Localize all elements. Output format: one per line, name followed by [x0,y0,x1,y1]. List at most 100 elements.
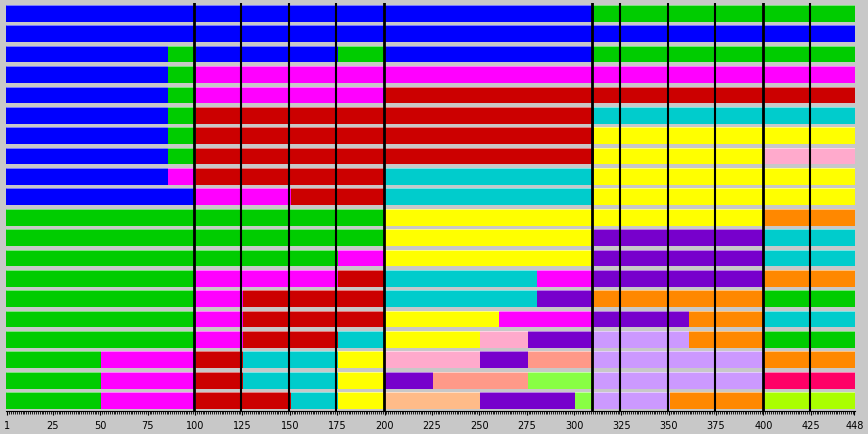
FancyBboxPatch shape [6,26,594,43]
FancyBboxPatch shape [765,352,855,368]
FancyBboxPatch shape [594,148,765,165]
FancyBboxPatch shape [594,6,765,23]
FancyBboxPatch shape [6,67,168,84]
FancyBboxPatch shape [6,189,196,206]
FancyBboxPatch shape [594,291,688,307]
FancyBboxPatch shape [385,169,594,185]
FancyBboxPatch shape [6,372,102,389]
FancyBboxPatch shape [339,352,385,368]
FancyBboxPatch shape [433,372,528,389]
FancyBboxPatch shape [688,331,765,348]
FancyBboxPatch shape [6,352,102,368]
FancyBboxPatch shape [168,169,196,185]
FancyBboxPatch shape [688,291,765,307]
FancyBboxPatch shape [765,250,855,266]
FancyBboxPatch shape [385,128,594,145]
FancyBboxPatch shape [385,108,594,124]
FancyBboxPatch shape [196,108,385,124]
FancyBboxPatch shape [765,311,855,328]
FancyBboxPatch shape [385,87,594,104]
FancyBboxPatch shape [339,250,385,266]
FancyBboxPatch shape [575,392,594,409]
FancyBboxPatch shape [196,87,385,104]
FancyBboxPatch shape [765,270,855,287]
FancyBboxPatch shape [385,230,594,247]
FancyBboxPatch shape [196,331,243,348]
FancyBboxPatch shape [594,392,670,409]
FancyBboxPatch shape [385,47,594,63]
FancyBboxPatch shape [339,270,385,287]
FancyBboxPatch shape [243,291,385,307]
FancyBboxPatch shape [765,209,855,226]
FancyBboxPatch shape [6,209,196,226]
FancyBboxPatch shape [196,250,339,266]
FancyBboxPatch shape [385,189,594,206]
FancyBboxPatch shape [594,189,765,206]
FancyBboxPatch shape [6,230,196,247]
FancyBboxPatch shape [528,331,594,348]
FancyBboxPatch shape [196,148,385,165]
FancyBboxPatch shape [196,311,243,328]
FancyBboxPatch shape [196,392,291,409]
FancyBboxPatch shape [765,128,855,145]
FancyBboxPatch shape [765,189,855,206]
FancyBboxPatch shape [765,47,855,63]
FancyBboxPatch shape [594,372,765,389]
FancyBboxPatch shape [168,87,196,104]
FancyBboxPatch shape [499,311,594,328]
FancyBboxPatch shape [594,169,765,185]
FancyBboxPatch shape [6,291,196,307]
FancyBboxPatch shape [480,392,575,409]
FancyBboxPatch shape [6,270,196,287]
FancyBboxPatch shape [765,148,855,165]
FancyBboxPatch shape [243,331,339,348]
FancyBboxPatch shape [168,148,196,165]
FancyBboxPatch shape [243,352,339,368]
FancyBboxPatch shape [196,372,243,389]
FancyBboxPatch shape [102,392,196,409]
FancyBboxPatch shape [385,209,594,226]
FancyBboxPatch shape [765,67,855,84]
FancyBboxPatch shape [6,169,168,185]
FancyBboxPatch shape [765,291,855,307]
FancyBboxPatch shape [385,148,594,165]
FancyBboxPatch shape [528,372,594,389]
FancyBboxPatch shape [594,230,765,247]
FancyBboxPatch shape [196,291,243,307]
FancyBboxPatch shape [6,6,594,23]
FancyBboxPatch shape [168,47,196,63]
FancyBboxPatch shape [385,372,433,389]
FancyBboxPatch shape [537,270,594,287]
FancyBboxPatch shape [385,331,480,348]
FancyBboxPatch shape [196,169,385,185]
FancyBboxPatch shape [537,291,594,307]
FancyBboxPatch shape [765,169,855,185]
FancyBboxPatch shape [196,209,385,226]
FancyBboxPatch shape [594,331,688,348]
FancyBboxPatch shape [6,128,168,145]
FancyBboxPatch shape [168,128,196,145]
FancyBboxPatch shape [765,392,855,409]
FancyBboxPatch shape [6,87,168,104]
FancyBboxPatch shape [385,270,537,287]
FancyBboxPatch shape [168,67,196,84]
FancyBboxPatch shape [385,352,480,368]
FancyBboxPatch shape [594,108,765,124]
FancyBboxPatch shape [243,372,339,389]
FancyBboxPatch shape [765,6,855,23]
FancyBboxPatch shape [594,352,765,368]
FancyBboxPatch shape [196,230,385,247]
FancyBboxPatch shape [594,270,765,287]
FancyBboxPatch shape [6,148,168,165]
FancyBboxPatch shape [385,392,480,409]
FancyBboxPatch shape [765,26,855,43]
FancyBboxPatch shape [594,26,765,43]
FancyBboxPatch shape [480,352,528,368]
FancyBboxPatch shape [6,392,102,409]
FancyBboxPatch shape [528,352,594,368]
FancyBboxPatch shape [6,331,196,348]
FancyBboxPatch shape [670,392,765,409]
FancyBboxPatch shape [594,311,688,328]
FancyBboxPatch shape [196,270,339,287]
FancyBboxPatch shape [765,372,855,389]
